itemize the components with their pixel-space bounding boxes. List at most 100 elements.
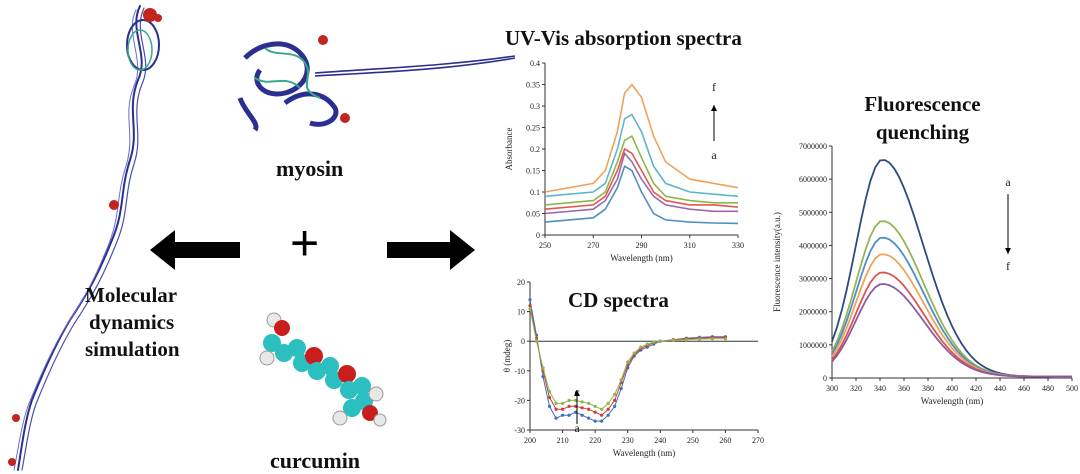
x-tick-label: 230 — [622, 436, 634, 445]
data-point — [723, 337, 728, 341]
y-tick-label: 0.4 — [530, 59, 540, 68]
data-point — [554, 416, 558, 420]
x-tick-label: 210 — [557, 436, 569, 445]
md-protein-strand — [8, 5, 162, 471]
plus-sign: + — [290, 215, 320, 271]
myosin-tail — [314, 55, 516, 77]
fl-title-line-1: Fluorescence — [864, 92, 981, 116]
data-point — [574, 404, 578, 408]
data-point — [639, 345, 643, 349]
data-point — [554, 401, 558, 405]
myosin-label: myosin — [276, 156, 344, 181]
data-point — [528, 298, 532, 302]
data-point — [587, 416, 591, 420]
annotation-arrowhead — [1005, 248, 1011, 254]
y-tick-label: 0 — [536, 231, 540, 240]
uv-chart: 250 270 290 310 330 0 0.05 0.1 0.15 0.2 0.25 0.3 0.3… — [504, 59, 744, 263]
data-point — [554, 407, 558, 411]
data-point — [632, 351, 636, 355]
y-axis-label: Absorbance — [504, 128, 514, 171]
data-point — [600, 413, 604, 417]
data-point — [580, 406, 584, 410]
data-point — [593, 410, 597, 414]
x-tick-label: 270 — [752, 436, 764, 445]
data-point — [600, 407, 604, 411]
data-point — [567, 413, 571, 417]
arrows-and-plus — [150, 230, 475, 270]
fl-title: Fluorescence quenching — [850, 90, 995, 146]
data-point — [600, 419, 604, 423]
data-point — [574, 410, 578, 414]
data-point — [567, 398, 571, 402]
data-point — [534, 339, 539, 343]
x-tick-label: 250 — [687, 436, 699, 445]
data-point — [613, 398, 617, 402]
md-tangle-top — [126, 8, 162, 71]
y-tick-label: 20 — [517, 278, 525, 287]
data-point — [547, 395, 552, 400]
fl-chart: 300 320 340 360 380 400 420 440 460 480 500 0 100000… — [772, 142, 1078, 406]
data-point — [710, 337, 714, 341]
x-tick-label: 290 — [636, 241, 648, 250]
series-line — [831, 253, 1072, 378]
x-tick-label: 320 — [850, 384, 862, 393]
x-tick-label: 250 — [539, 241, 551, 250]
cd-title: CD spectra — [568, 288, 669, 312]
data-point — [613, 392, 617, 397]
curcumin-molecule — [259, 312, 387, 427]
x-tick-label: 220 — [589, 436, 601, 445]
y-tick-label: 2000000 — [799, 308, 827, 317]
data-point — [587, 401, 591, 405]
data-point — [560, 413, 565, 417]
data-point — [567, 404, 571, 408]
x-tick-label: 380 — [922, 384, 934, 393]
helix-red-icon — [109, 200, 119, 210]
x-tick-label: 480 — [1042, 384, 1054, 393]
y-tick-label: 0.05 — [526, 210, 540, 219]
y-tick-label: -10 — [514, 367, 525, 376]
series-line — [544, 165, 739, 225]
protein-backbone — [13, 5, 147, 471]
x-tick-label: 300 — [826, 384, 838, 393]
series-line — [529, 308, 726, 410]
y-tick-label: 10 — [517, 308, 525, 317]
md-label-line-3: simulation — [85, 337, 180, 361]
data-point — [593, 404, 597, 408]
data-point — [574, 398, 578, 402]
y-tick-label: 0.1 — [530, 188, 540, 197]
helix-red-icon — [143, 8, 157, 22]
curcumin-label: curcumin — [270, 448, 361, 473]
x-tick-label: 270 — [587, 241, 599, 250]
y-tick-label: 1000000 — [799, 341, 827, 350]
myosin-head — [237, 41, 339, 132]
annotation-arrowhead — [711, 105, 717, 111]
data-point — [593, 419, 597, 423]
data-point — [645, 342, 649, 346]
data-point — [606, 401, 610, 405]
cd-chart: 200 210 220 230 240 250 260 270 -30 -20 -10 0 10 20 Wa… — [502, 278, 764, 458]
data-point — [671, 338, 675, 342]
series-line — [544, 134, 738, 206]
x-tick-label: 460 — [1018, 384, 1030, 393]
x-axis-label: Wavelength (nm) — [610, 253, 673, 263]
y-tick-label: -30 — [514, 426, 525, 435]
series-line — [831, 283, 1072, 378]
y-axis-label: θ (mdeg) — [502, 340, 512, 373]
x-tick-label: 240 — [654, 436, 666, 445]
y-tick-label: 0 — [823, 374, 827, 383]
data-point — [619, 386, 623, 391]
fl-title-line-2: quenching — [875, 120, 970, 144]
curcumin-atoms — [259, 312, 387, 427]
x-tick-label: 340 — [874, 384, 886, 393]
y-tick-label: -20 — [514, 396, 525, 405]
series-line — [544, 147, 739, 210]
y-tick-label: 0.15 — [526, 167, 540, 176]
data-point — [528, 304, 532, 308]
uv-title: UV-Vis absorption spectra — [505, 26, 742, 50]
x-tick-label: 200 — [524, 436, 536, 445]
data-point — [658, 339, 662, 343]
md-label-line-2: dynamics — [89, 310, 175, 334]
y-tick-label: 5000000 — [799, 208, 827, 217]
y-tick-label: 6000000 — [799, 175, 827, 184]
